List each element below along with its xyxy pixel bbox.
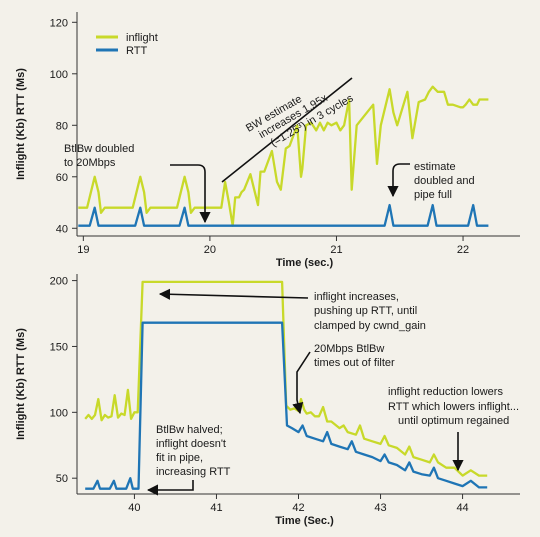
annotation-text-line: inflight doesn't xyxy=(156,438,226,450)
annotation-text-line: increasing RTT xyxy=(156,466,231,478)
x-tick-label: 19 xyxy=(77,244,89,256)
x-axis-title: Time (Sec.) xyxy=(275,515,334,527)
annotation-text-line: estimate xyxy=(414,161,456,173)
annotation-arrow xyxy=(158,288,309,300)
y-axis-title: Inflight (Kb) RTT (Ms) xyxy=(15,328,27,440)
x-tick-label: 21 xyxy=(330,244,342,256)
annotation-text-line: 20Mbps BtlBw xyxy=(314,343,384,355)
annotation-text-line: doubled and xyxy=(414,175,475,187)
x-tick-label: 41 xyxy=(210,502,222,514)
series-line-inflight xyxy=(84,280,488,477)
series-line-inflight xyxy=(78,85,489,227)
y-tick-label: 40 xyxy=(56,223,68,235)
x-tick-label: 42 xyxy=(292,502,304,514)
x-tick-label: 44 xyxy=(456,502,468,514)
x-tick-label: 22 xyxy=(457,244,469,256)
x-axis-title: Time (sec.) xyxy=(276,257,334,269)
annotation-4: BtlBw halved; inflight doesn't fit in pipe… xyxy=(146,424,231,496)
annotation-3: inflight reduction lowers RTT which lower… xyxy=(388,386,519,472)
y-tick-label: 150 xyxy=(50,341,68,353)
y-tick-label: 80 xyxy=(56,120,68,132)
annotation-2: 20Mbps BtlBw times out of filter xyxy=(292,343,395,415)
annotation-text-line: fit in pipe, xyxy=(156,452,203,464)
chart-2: 50 100 150 200 40 41 42 43 44 Time (Sec.) Inflight… xyxy=(15,274,520,527)
annotation-text-line: BtlBw halved; xyxy=(156,424,223,436)
y-axis-title: Inflight (Kb) RTT (Ms) xyxy=(15,68,27,180)
annotation-text-line: times out of filter xyxy=(314,357,395,369)
annotation-1: BtlBw doubled to 20Mbps xyxy=(64,143,211,224)
y-tick-label: 50 xyxy=(56,473,68,485)
y-tick-label: 60 xyxy=(56,172,68,184)
annotation-3: estimate doubled and pipe full xyxy=(387,161,475,201)
y-tick-label: 100 xyxy=(50,69,68,81)
annotation-arrow xyxy=(387,163,410,198)
annotation-text-line: until optimum regained xyxy=(398,415,509,427)
annotation-text-line: inflight reduction lowers xyxy=(388,386,503,398)
chart-1: 40 60 80 100 120 19 20 21 22 Time (sec.) Inflight … xyxy=(15,12,520,269)
annotation-arrow xyxy=(292,351,311,415)
annotation-text-line: clamped by cwnd_gain xyxy=(314,320,426,332)
annotation-1: inflight increases, pushing up RTT, until… xyxy=(158,288,426,332)
annotation-text-line: BtlBw doubled xyxy=(64,143,134,155)
series-line-rtt xyxy=(78,203,489,227)
series-line-rtt xyxy=(85,321,488,490)
y-tick-label: 200 xyxy=(50,276,68,288)
annotation-text-line: pipe full xyxy=(414,189,452,201)
x-tick-label: 43 xyxy=(374,502,386,514)
y-tick-label: 120 xyxy=(50,17,68,29)
x-tick-label: 40 xyxy=(128,502,140,514)
annotation-arrow xyxy=(146,480,194,496)
legend-label-inflight: inflight xyxy=(126,32,158,44)
annotation-text-line: inflight increases, xyxy=(314,291,399,303)
annotation-text-line: to 20Mbps xyxy=(64,157,116,169)
annotation-arrow xyxy=(170,164,211,224)
y-tick-label: 100 xyxy=(50,407,68,419)
x-tick-label: 20 xyxy=(204,244,216,256)
annotation-text-line: RTT which lowers inflight... xyxy=(388,401,519,413)
legend-label-rtt: RTT xyxy=(126,45,147,57)
annotation-text-line: pushing up RTT, until xyxy=(314,305,417,317)
annotation-arrow xyxy=(221,77,353,183)
